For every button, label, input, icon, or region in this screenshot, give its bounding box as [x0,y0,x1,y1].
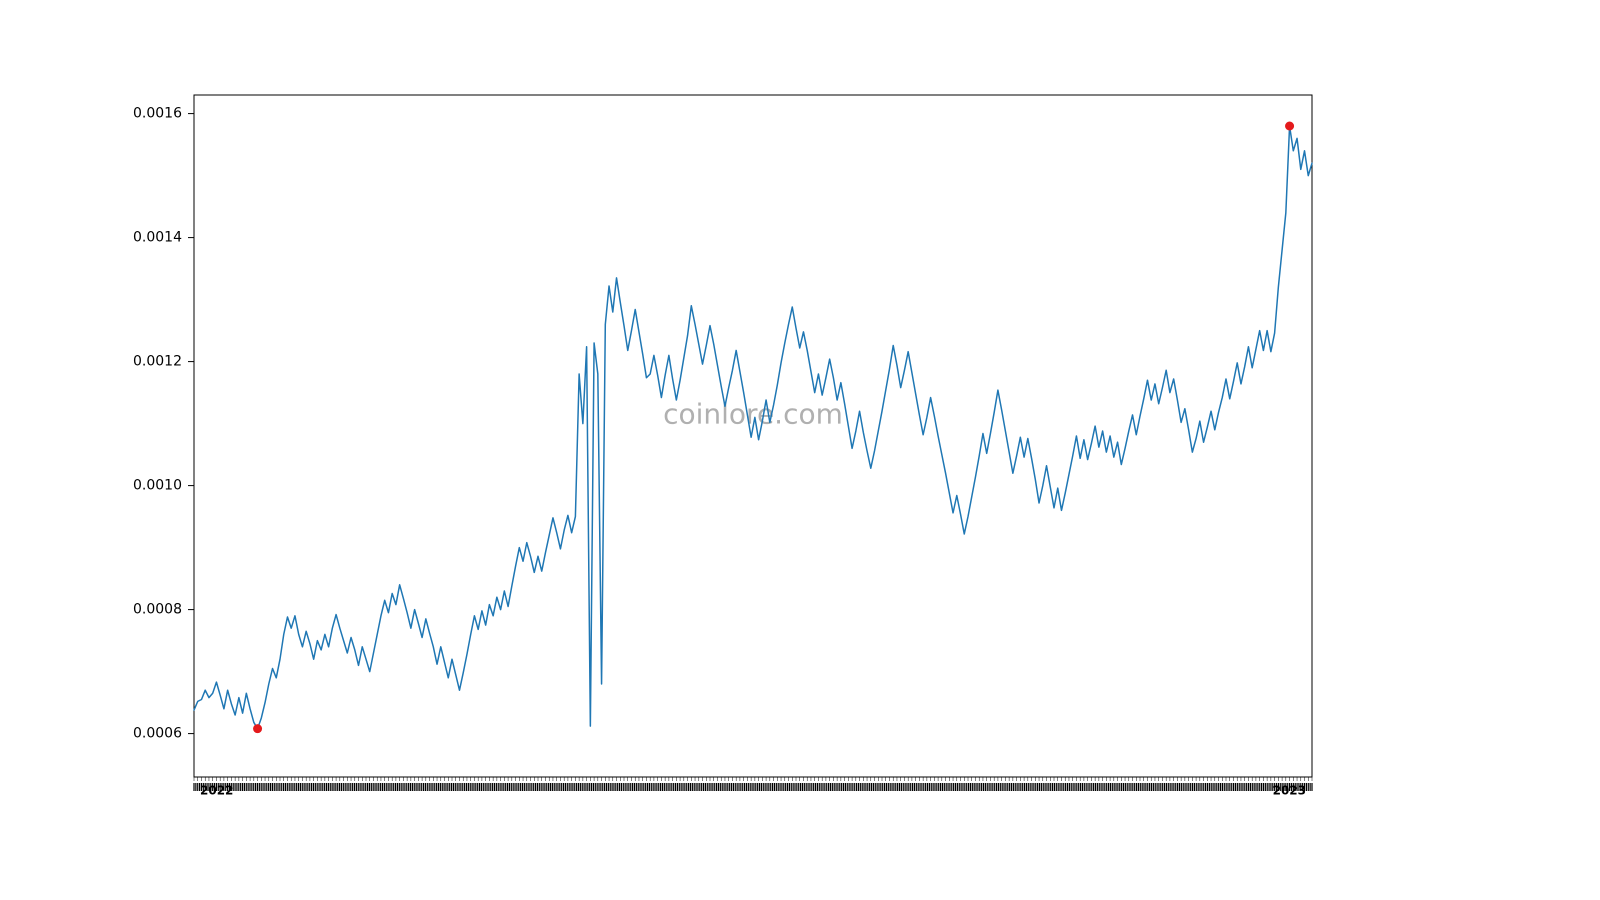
line-chart: 0.0006 0.0008 0.0010 0.0012 0.0014 0.0016 2022… [0,0,1600,900]
y-tick-label: 0.0008 [133,602,182,618]
x-axis-label-start: 2022 [200,784,233,798]
chart-svg: 0.0006 0.0008 0.0010 0.0012 0.0014 0.0016 2022… [0,0,1600,900]
y-tick-label: 0.0016 [133,106,182,122]
extreme-marker [253,724,262,733]
y-tick-label: 0.0006 [133,726,182,742]
y-tick-label: 0.0010 [133,478,182,494]
y-tick-label: 0.0012 [133,354,182,370]
x-axis-label-end: 2023 [1273,784,1306,798]
y-tick-label: 0.0014 [133,230,182,246]
chart-background [0,0,1600,900]
extreme-marker [1285,122,1294,131]
